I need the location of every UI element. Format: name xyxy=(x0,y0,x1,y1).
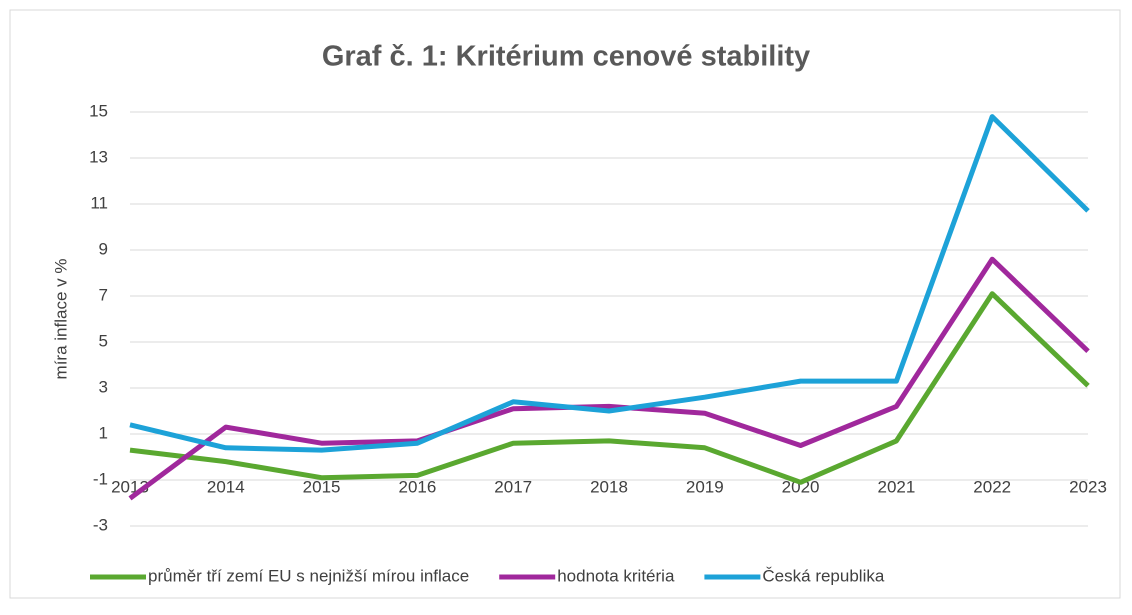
x-tick-label: 2023 xyxy=(1069,477,1107,496)
y-tick-label: -1 xyxy=(93,469,108,488)
legend-label: průměr tří zemí EU s nejnižší mírou infl… xyxy=(148,566,469,585)
x-tick-label: 2019 xyxy=(686,477,724,496)
chart-frame xyxy=(9,9,1121,599)
x-tick-label: 2021 xyxy=(877,477,915,496)
line-series xyxy=(128,256,1090,501)
line-series xyxy=(129,114,1090,453)
x-tick-label: 2022 xyxy=(973,477,1011,496)
y-tick-label: 7 xyxy=(99,285,108,304)
line-series xyxy=(129,291,1090,485)
x-tick-label: 2018 xyxy=(590,477,628,496)
x-tick-label: 2015 xyxy=(303,477,341,496)
y-axis-label: míra inflace v % xyxy=(51,259,70,380)
y-tick-label: 1 xyxy=(99,423,108,442)
y-tick-label: 15 xyxy=(89,101,108,120)
y-tick-label: 3 xyxy=(99,377,108,396)
y-tick-label: 13 xyxy=(89,147,108,166)
y-tick-label: 9 xyxy=(99,239,108,258)
y-tick-label: 11 xyxy=(90,193,108,212)
y-tick-label: -3 xyxy=(93,515,108,534)
x-tick-label: 2017 xyxy=(494,477,532,496)
x-tick-label: 2020 xyxy=(782,477,820,496)
chart-title: Graf č. 1: Kritérium cenové stability xyxy=(322,41,810,73)
y-tick-label: 5 xyxy=(99,331,108,350)
legend-label: Česká republika xyxy=(762,566,884,585)
x-tick-label: 2016 xyxy=(398,477,436,496)
legend-label: hodnota kritéria xyxy=(557,566,675,585)
x-tick-label: 2014 xyxy=(207,477,245,496)
